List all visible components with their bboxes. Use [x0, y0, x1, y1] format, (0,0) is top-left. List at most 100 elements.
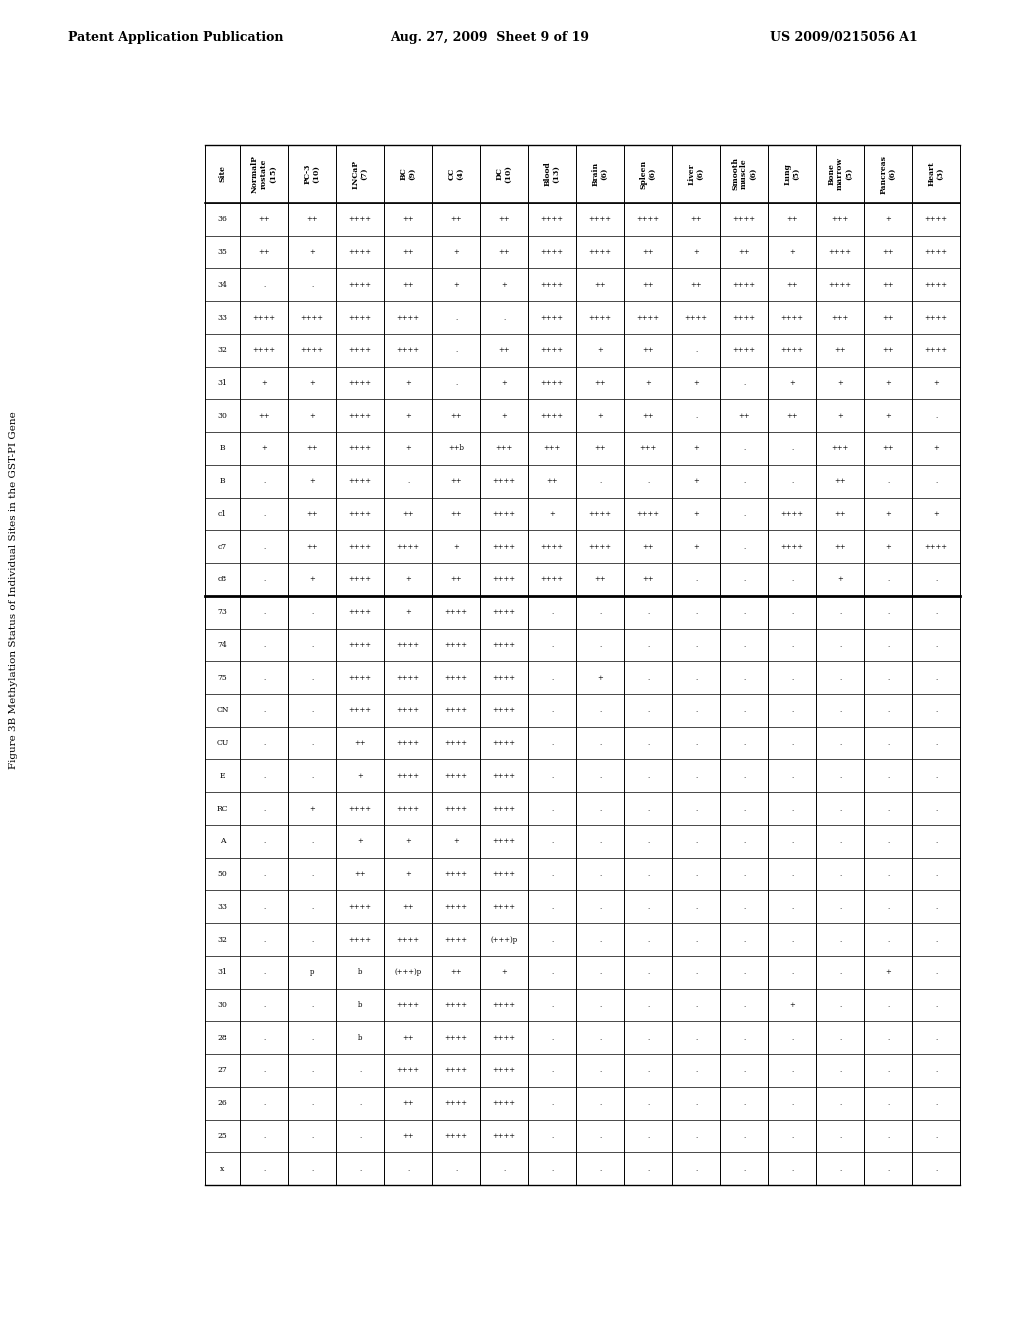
Text: .: . [935, 739, 937, 747]
Text: +: + [885, 412, 891, 420]
Text: .: . [935, 903, 937, 911]
Text: Smooth
muscle
(6): Smooth muscle (6) [731, 157, 757, 190]
Text: ++: ++ [402, 215, 414, 223]
Text: +: + [885, 215, 891, 223]
Text: .: . [887, 642, 889, 649]
Text: ++++: ++++ [589, 215, 611, 223]
Text: 74: 74 [218, 642, 227, 649]
Text: .: . [311, 936, 313, 944]
Text: ++: ++ [306, 543, 317, 550]
Text: ++++: ++++ [493, 576, 515, 583]
Text: ++++: ++++ [348, 281, 372, 289]
Text: .: . [311, 706, 313, 714]
Text: .: . [311, 673, 313, 681]
Text: ++++: ++++ [444, 1034, 468, 1041]
Text: US 2009/0215056 A1: US 2009/0215056 A1 [770, 30, 918, 44]
Text: .: . [647, 1067, 649, 1074]
Text: .: . [742, 510, 745, 517]
Text: .: . [742, 478, 745, 486]
Text: .: . [263, 1001, 265, 1008]
Text: ++++: ++++ [780, 510, 804, 517]
Text: .: . [935, 1131, 937, 1140]
Text: .: . [935, 969, 937, 977]
Text: ++: ++ [835, 346, 846, 354]
Text: BC
(9): BC (9) [399, 168, 417, 181]
Text: ++: ++ [451, 412, 462, 420]
Text: +: + [838, 576, 843, 583]
Text: .: . [455, 379, 457, 387]
Text: .: . [695, 969, 697, 977]
Text: .: . [358, 1164, 361, 1172]
Text: .: . [551, 1131, 553, 1140]
Text: .: . [311, 1034, 313, 1041]
Text: ++++: ++++ [348, 314, 372, 322]
Text: .: . [647, 936, 649, 944]
Text: .: . [887, 673, 889, 681]
Text: .: . [839, 1100, 841, 1107]
Text: .: . [455, 1164, 457, 1172]
Text: ++: ++ [402, 1034, 414, 1041]
Text: .: . [551, 1164, 553, 1172]
Text: .: . [599, 1001, 601, 1008]
Text: .: . [695, 673, 697, 681]
Text: .: . [742, 805, 745, 813]
Text: ++: ++ [594, 281, 606, 289]
Text: 27: 27 [218, 1067, 227, 1074]
Text: .: . [887, 936, 889, 944]
Text: .: . [311, 1131, 313, 1140]
Text: b: b [357, 1001, 362, 1008]
Text: .: . [647, 642, 649, 649]
Text: .: . [311, 837, 313, 845]
Text: ++++: ++++ [348, 215, 372, 223]
Text: .: . [455, 346, 457, 354]
Text: ++++: ++++ [396, 346, 420, 354]
Text: ++: ++ [258, 248, 269, 256]
Text: ++++: ++++ [396, 642, 420, 649]
Text: .: . [263, 510, 265, 517]
Text: .: . [263, 1131, 265, 1140]
Text: .: . [791, 1100, 794, 1107]
Text: .: . [263, 1034, 265, 1041]
Text: ++: ++ [258, 412, 269, 420]
Text: .: . [742, 870, 745, 878]
Text: .: . [742, 969, 745, 977]
Text: ++b: ++b [449, 445, 464, 453]
Text: .: . [887, 1131, 889, 1140]
Text: .: . [695, 837, 697, 845]
Text: ++: ++ [642, 412, 653, 420]
Text: ++++: ++++ [444, 642, 468, 649]
Text: 36: 36 [217, 215, 227, 223]
Text: ++++: ++++ [348, 543, 372, 550]
Text: .: . [887, 870, 889, 878]
Text: +: + [501, 412, 507, 420]
Text: +++: +++ [544, 445, 560, 453]
Text: .: . [695, 346, 697, 354]
Text: .: . [695, 412, 697, 420]
Text: .: . [887, 1034, 889, 1041]
Text: ++++: ++++ [348, 609, 372, 616]
Text: +: + [501, 969, 507, 977]
Text: ++: ++ [690, 281, 701, 289]
Text: ++++: ++++ [396, 706, 420, 714]
Text: ++++: ++++ [444, 1067, 468, 1074]
Text: .: . [742, 543, 745, 550]
Text: ++++: ++++ [541, 346, 563, 354]
Text: .: . [695, 739, 697, 747]
Text: ++++: ++++ [444, 870, 468, 878]
Text: .: . [887, 1100, 889, 1107]
Text: .: . [935, 1001, 937, 1008]
Text: .: . [791, 1067, 794, 1074]
Text: c7: c7 [218, 543, 227, 550]
Text: .: . [599, 805, 601, 813]
Text: .: . [551, 837, 553, 845]
Text: .: . [887, 837, 889, 845]
Text: .: . [311, 772, 313, 780]
Text: .: . [839, 673, 841, 681]
Text: .: . [839, 772, 841, 780]
Text: ++++: ++++ [780, 543, 804, 550]
Text: .: . [742, 673, 745, 681]
Text: ++++: ++++ [396, 673, 420, 681]
Text: .: . [263, 936, 265, 944]
Text: .: . [695, 706, 697, 714]
Text: +: + [309, 379, 314, 387]
